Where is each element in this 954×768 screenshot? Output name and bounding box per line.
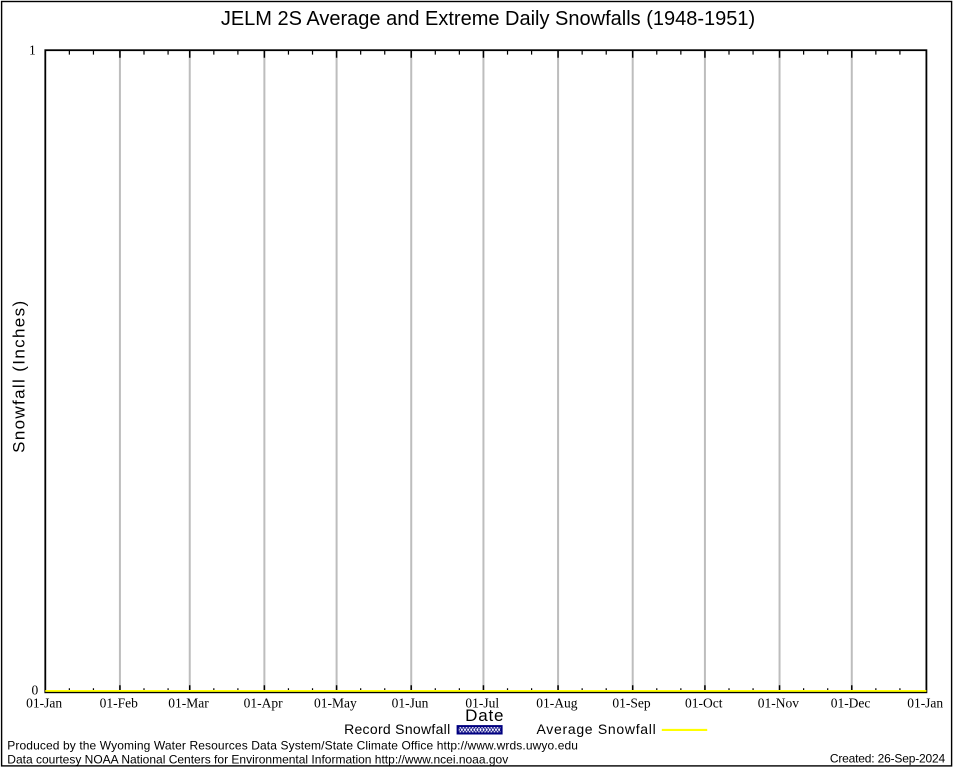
svg-text:01-Apr: 01-Apr <box>244 696 283 711</box>
svg-text:01-Sep: 01-Sep <box>612 696 650 711</box>
svg-text:01-Mar: 01-Mar <box>168 696 209 711</box>
svg-text:01-Dec: 01-Dec <box>831 696 871 711</box>
svg-text:01-Feb: 01-Feb <box>100 696 138 711</box>
svg-text:Data courtesy NOAA National Ce: Data courtesy NOAA National Centers for … <box>7 753 508 767</box>
svg-text:01-Jul: 01-Jul <box>465 696 499 711</box>
svg-text:01-Jun: 01-Jun <box>392 696 429 711</box>
svg-text:Produced by the Wyoming Water: Produced by the Wyoming Water Resources … <box>7 738 578 752</box>
svg-text:Date: Date <box>465 706 504 725</box>
svg-text:01-Jan: 01-Jan <box>907 696 943 711</box>
svg-text:Average Snowfall: Average Snowfall <box>537 721 657 737</box>
svg-text:JELM 2S Average and Extreme Da: JELM 2S Average and Extreme Daily Snowfa… <box>221 8 755 30</box>
svg-text:01-Nov: 01-Nov <box>758 696 799 711</box>
svg-text:01-Jan: 01-Jan <box>26 696 62 711</box>
svg-text:01-Aug: 01-Aug <box>536 696 577 711</box>
svg-text:Record Snowfall: Record Snowfall <box>344 721 450 737</box>
svg-text:0: 0 <box>32 682 39 697</box>
svg-text:01-Oct: 01-Oct <box>685 696 723 711</box>
svg-text:01-May: 01-May <box>314 696 357 711</box>
svg-text:Created: 26-Sep-2024: Created: 26-Sep-2024 <box>830 752 946 766</box>
svg-text:1: 1 <box>29 42 36 57</box>
svg-text:Snowfall (Inches): Snowfall (Inches) <box>10 300 29 453</box>
